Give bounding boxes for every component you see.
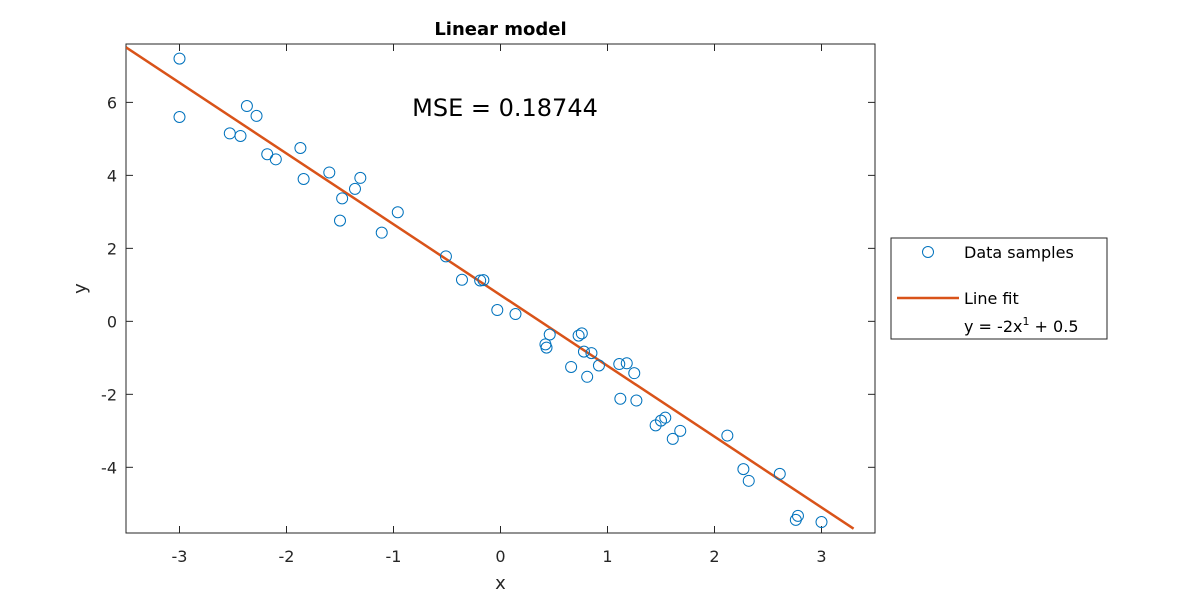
x-tick-label: 3 [816,547,826,566]
data-point [577,345,590,358]
data-point [592,359,605,372]
y-axis: -4 -2 0 2 4 6 [101,93,875,477]
data-point [297,173,310,186]
data-point [543,328,556,341]
legend-box [890,237,1108,340]
data-point [630,394,643,407]
legend-equation: y = -2x1 + 0.5 [964,315,1079,336]
y-tick-label: 2 [107,239,117,258]
data-point [269,153,282,166]
data-point [613,358,626,371]
data-point [565,360,578,373]
data-point [815,516,828,529]
x-tick-label: 1 [602,547,612,566]
data-point [354,171,367,184]
x-axis: -3 -2 -1 0 1 2 3 [172,44,827,566]
data-point [614,392,627,405]
data-point [540,341,553,354]
data-point [348,182,361,195]
plot-area: -3 -2 -1 0 1 2 3 -4 -2 0 2 4 6 MSE = 0.18744 [101,43,876,566]
x-axis-label: x [495,573,506,594]
data-points [173,52,828,529]
legend-label-data-samples: Data samples [964,243,1074,262]
data-point [572,329,585,342]
y-tick-label: 0 [107,312,117,331]
data-point [655,414,667,427]
data-point [773,467,786,480]
data-point [659,411,672,424]
plot-frame [125,43,876,534]
data-point [294,142,307,155]
data-point [375,226,388,239]
data-point [585,347,598,360]
x-tick-label: -1 [386,547,402,566]
legend-marker-data-samples [922,246,934,258]
legend: Data samples Line fit y = -2x1 + 0.5 [890,237,1108,340]
y-tick-label: -4 [101,458,117,477]
x-tick-label: 0 [495,547,505,566]
data-point [334,214,346,227]
y-tick-label: 6 [107,93,117,112]
data-point [581,370,594,383]
data-point [439,250,452,263]
data-point [491,304,504,317]
data-point [620,357,633,370]
y-tick-label: -2 [101,385,117,404]
data-point [742,474,755,487]
fit-line [126,46,855,530]
equation-power: 1 [1022,315,1029,328]
y-axis-label: y [70,283,91,294]
data-point [791,509,804,522]
equation-suffix: + 0.5 [1029,317,1078,336]
data-point [737,463,750,476]
data-point [234,129,247,142]
data-point [323,166,336,179]
data-point [628,367,641,380]
data-point [250,109,263,122]
data-point [575,327,588,340]
data-point [455,273,468,286]
chart-title: Linear model [434,19,566,40]
x-tick-label: 2 [709,547,719,566]
data-point [173,52,186,65]
data-point [173,110,186,123]
data-point [674,424,687,437]
x-tick-label: -2 [279,547,295,566]
data-point [336,192,349,205]
data-point [509,308,522,321]
legend-label-line-fit: Line fit [964,289,1019,308]
data-point [666,432,679,445]
data-point [240,100,253,113]
data-point [477,274,490,287]
x-tick-label: -3 [172,547,188,566]
plot-content [126,46,855,530]
mse-annotation: MSE = 0.18744 [412,94,598,122]
data-point [474,274,487,287]
data-point [721,429,734,442]
y-tick-label: 4 [107,166,117,185]
equation-prefix: y = -2x [964,317,1022,336]
data-point [391,206,404,219]
